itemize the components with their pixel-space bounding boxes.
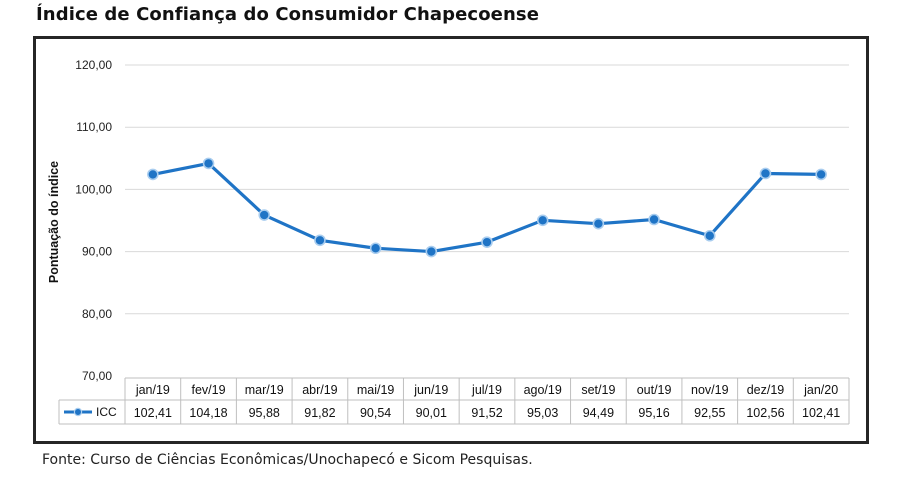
y-tick-label: 110,00 xyxy=(76,120,112,134)
data-point xyxy=(592,217,605,230)
x-tick-label: jan/19 xyxy=(135,383,170,397)
data-value-label: 95,03 xyxy=(527,406,558,420)
source-note: Fonte: Curso de Ciências Econômicas/Unoc… xyxy=(42,452,533,468)
x-tick-label: fev/19 xyxy=(192,383,226,397)
chart-title: Índice de Confiança do Consumidor Chapec… xyxy=(36,4,540,25)
y-tick-label: 120,00 xyxy=(75,58,112,72)
data-point xyxy=(815,168,827,181)
chart-frame xyxy=(33,36,869,444)
x-tick-label: jul/19 xyxy=(471,383,502,397)
data-value-label: 95,88 xyxy=(249,406,280,420)
data-value-label: 95,16 xyxy=(638,406,669,420)
data-point xyxy=(425,245,438,258)
x-tick-label: set/19 xyxy=(581,383,615,397)
y-tick-label: 70,00 xyxy=(82,369,112,383)
data-value-label: 92,55 xyxy=(694,406,725,420)
data-value-label: 90,54 xyxy=(360,406,391,420)
gridlines xyxy=(125,64,849,315)
x-tick-label: jun/19 xyxy=(413,383,448,397)
x-tick-label: out/19 xyxy=(637,383,672,397)
legend-marker xyxy=(73,407,83,417)
data-point xyxy=(147,168,159,181)
data-value-label: 91,52 xyxy=(471,406,502,420)
data-point xyxy=(314,234,326,247)
x-tick-label: mai/19 xyxy=(357,383,395,397)
x-tick-label: dez/19 xyxy=(747,383,785,397)
x-tick-label: nov/19 xyxy=(691,383,729,397)
data-point xyxy=(258,209,271,221)
y-axis-label: Pontuação do índice xyxy=(47,161,61,283)
data-point xyxy=(648,213,660,226)
data-point xyxy=(536,214,549,227)
x-tick-label: jan/20 xyxy=(803,383,838,397)
y-tick-label: 80,00 xyxy=(82,307,112,321)
data-value-label: 104,18 xyxy=(189,406,227,420)
data-point xyxy=(369,242,382,255)
data-point xyxy=(202,157,215,170)
x-tick-label: ago/19 xyxy=(524,383,562,397)
x-tick-label: abr/19 xyxy=(302,383,337,397)
y-axis-ticks: 70,00 80,00 90,00 100,00 110,00 120,00 xyxy=(75,58,112,383)
data-value-label: 102,56 xyxy=(746,406,784,420)
y-tick-label: 90,00 xyxy=(82,245,112,259)
data-value-label: 102,41 xyxy=(802,406,840,420)
legend-label: ICC xyxy=(96,405,117,419)
data-table: jan/19 fev/19 mar/19 abr/19 mai/19 jun/19 jul/… xyxy=(58,377,850,425)
data-point xyxy=(481,236,493,248)
data-value-label: 90,01 xyxy=(416,406,447,420)
x-tick-label: mar/19 xyxy=(245,383,284,397)
data-value-label: 91,82 xyxy=(304,406,335,420)
data-point xyxy=(703,229,716,242)
data-value-label: 94,49 xyxy=(583,406,614,420)
data-points xyxy=(147,157,827,258)
data-value-label: 102,41 xyxy=(134,406,172,420)
y-tick-label: 100,00 xyxy=(75,182,112,196)
data-point xyxy=(759,167,772,180)
